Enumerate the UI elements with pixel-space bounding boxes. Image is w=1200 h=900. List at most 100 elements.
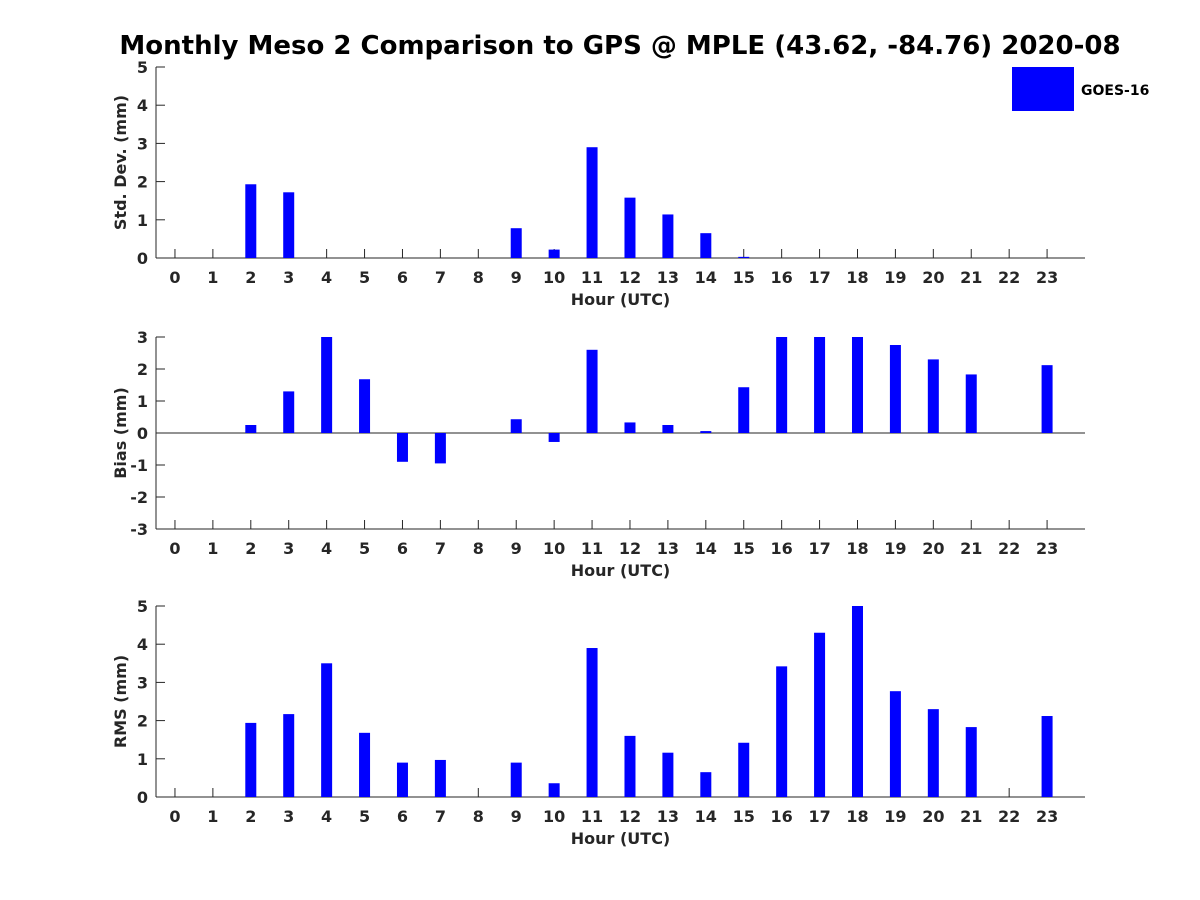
x-tick-label: 12 <box>619 807 641 826</box>
bar-rms-hour-3 <box>283 714 295 797</box>
bar-rms-hour-10 <box>548 783 560 797</box>
bar-stddev-hour-12 <box>624 197 636 258</box>
bar-rms-hour-21 <box>965 727 977 797</box>
y-tick-label: 5 <box>137 58 148 77</box>
x-tick-label: 13 <box>657 268 679 287</box>
x-tick-label: 11 <box>581 268 603 287</box>
x-tick-label: 16 <box>771 268 793 287</box>
y-tick-label: 1 <box>137 392 148 411</box>
y-tick-label: 2 <box>137 360 148 379</box>
x-tick-label: 23 <box>1036 807 1058 826</box>
x-tick-label: 9 <box>511 268 522 287</box>
y-tick-label: 3 <box>137 328 148 347</box>
y-tick-label: 1 <box>137 750 148 769</box>
bar-bias-hour-21 <box>965 374 977 433</box>
x-tick-label: 2 <box>245 539 256 558</box>
figure-title: Monthly Meso 2 Comparison to GPS @ MPLE … <box>119 31 1120 61</box>
bar-stddev-hour-9 <box>510 228 522 258</box>
bar-bias-hour-23 <box>1041 365 1053 433</box>
x-tick-label: 0 <box>169 539 180 558</box>
x-tick-label: 22 <box>998 539 1020 558</box>
bar-bias-hour-15 <box>738 387 750 433</box>
legend-label: GOES-16 <box>1081 83 1149 99</box>
x-tick-label: 0 <box>169 807 180 826</box>
bar-rms-hour-2 <box>245 722 257 797</box>
x-tick-label: 4 <box>321 539 332 558</box>
bar-stddev-hour-11 <box>586 147 598 258</box>
y-tick-label: 1 <box>137 211 148 230</box>
x-tick-label: 20 <box>922 268 944 287</box>
x-tick-label: 3 <box>283 807 294 826</box>
x-tick-label: 17 <box>808 268 830 287</box>
x-tick-label: 8 <box>473 268 484 287</box>
y-tick-label: 0 <box>137 788 148 807</box>
bar-rms-hour-14 <box>700 772 712 797</box>
x-tick-label: 9 <box>511 807 522 826</box>
x-tick-label: 6 <box>397 807 408 826</box>
y-tick-label: 5 <box>137 597 148 616</box>
x-axis-label: Hour (UTC) <box>571 290 671 309</box>
x-tick-label: 1 <box>207 268 218 287</box>
y-tick-label: 4 <box>137 635 148 654</box>
bar-stddev-hour-14 <box>700 233 712 258</box>
y-tick-label: 2 <box>137 173 148 192</box>
y-tick-label: -1 <box>130 456 148 475</box>
x-tick-label: 2 <box>245 807 256 826</box>
x-tick-label: 10 <box>543 807 565 826</box>
bar-stddev-hour-15 <box>738 256 750 258</box>
bar-bias-hour-5 <box>359 379 371 433</box>
bar-bias-hour-10 <box>548 433 560 442</box>
bar-bias-hour-13 <box>662 425 674 433</box>
x-tick-label: 23 <box>1036 539 1058 558</box>
y-tick-label: 0 <box>137 249 148 268</box>
x-tick-label: 3 <box>283 539 294 558</box>
x-tick-label: 7 <box>435 539 446 558</box>
x-tick-label: 21 <box>960 539 982 558</box>
x-tick-label: 15 <box>733 539 755 558</box>
x-tick-label: 10 <box>543 268 565 287</box>
legend-swatch <box>1012 67 1074 111</box>
x-tick-label: 12 <box>619 539 641 558</box>
x-tick-label: 22 <box>998 268 1020 287</box>
bar-bias-hour-3 <box>283 391 295 433</box>
y-tick-label: 3 <box>137 673 148 692</box>
bar-rms-hour-20 <box>927 709 939 797</box>
x-tick-label: 6 <box>397 539 408 558</box>
x-tick-label: 4 <box>321 807 332 826</box>
bar-bias-hour-9 <box>510 419 522 433</box>
x-tick-label: 11 <box>581 807 603 826</box>
x-tick-label: 0 <box>169 268 180 287</box>
y-tick-label: 2 <box>137 712 148 731</box>
x-tick-label: 5 <box>359 807 370 826</box>
bar-stddev-hour-2 <box>245 184 257 258</box>
bar-rms-hour-7 <box>434 759 446 797</box>
x-tick-label: 21 <box>960 807 982 826</box>
x-tick-label: 8 <box>473 807 484 826</box>
y-axis-label: Std. Dev. (mm) <box>111 95 130 230</box>
x-tick-label: 8 <box>473 539 484 558</box>
x-tick-label: 18 <box>846 268 868 287</box>
x-tick-label: 20 <box>922 807 944 826</box>
y-tick-label: -3 <box>130 520 148 539</box>
x-tick-label: 1 <box>207 807 218 826</box>
x-tick-label: 12 <box>619 268 641 287</box>
x-tick-label: 14 <box>695 268 717 287</box>
x-tick-label: 18 <box>846 539 868 558</box>
x-tick-label: 1 <box>207 539 218 558</box>
x-tick-label: 11 <box>581 539 603 558</box>
bar-rms-hour-15 <box>738 742 750 797</box>
x-tick-label: 23 <box>1036 268 1058 287</box>
y-axis-label: RMS (mm) <box>111 655 130 748</box>
bar-stddev-hour-3 <box>283 192 295 258</box>
bar-rms-hour-4 <box>321 663 333 797</box>
y-tick-label: -2 <box>130 488 148 507</box>
bar-bias-hour-16 <box>776 337 788 433</box>
x-tick-label: 17 <box>808 807 830 826</box>
bar-rms-hour-23 <box>1041 716 1053 797</box>
bar-stddev-hour-10 <box>548 249 560 258</box>
bar-rms-hour-11 <box>586 648 598 797</box>
x-tick-label: 10 <box>543 539 565 558</box>
